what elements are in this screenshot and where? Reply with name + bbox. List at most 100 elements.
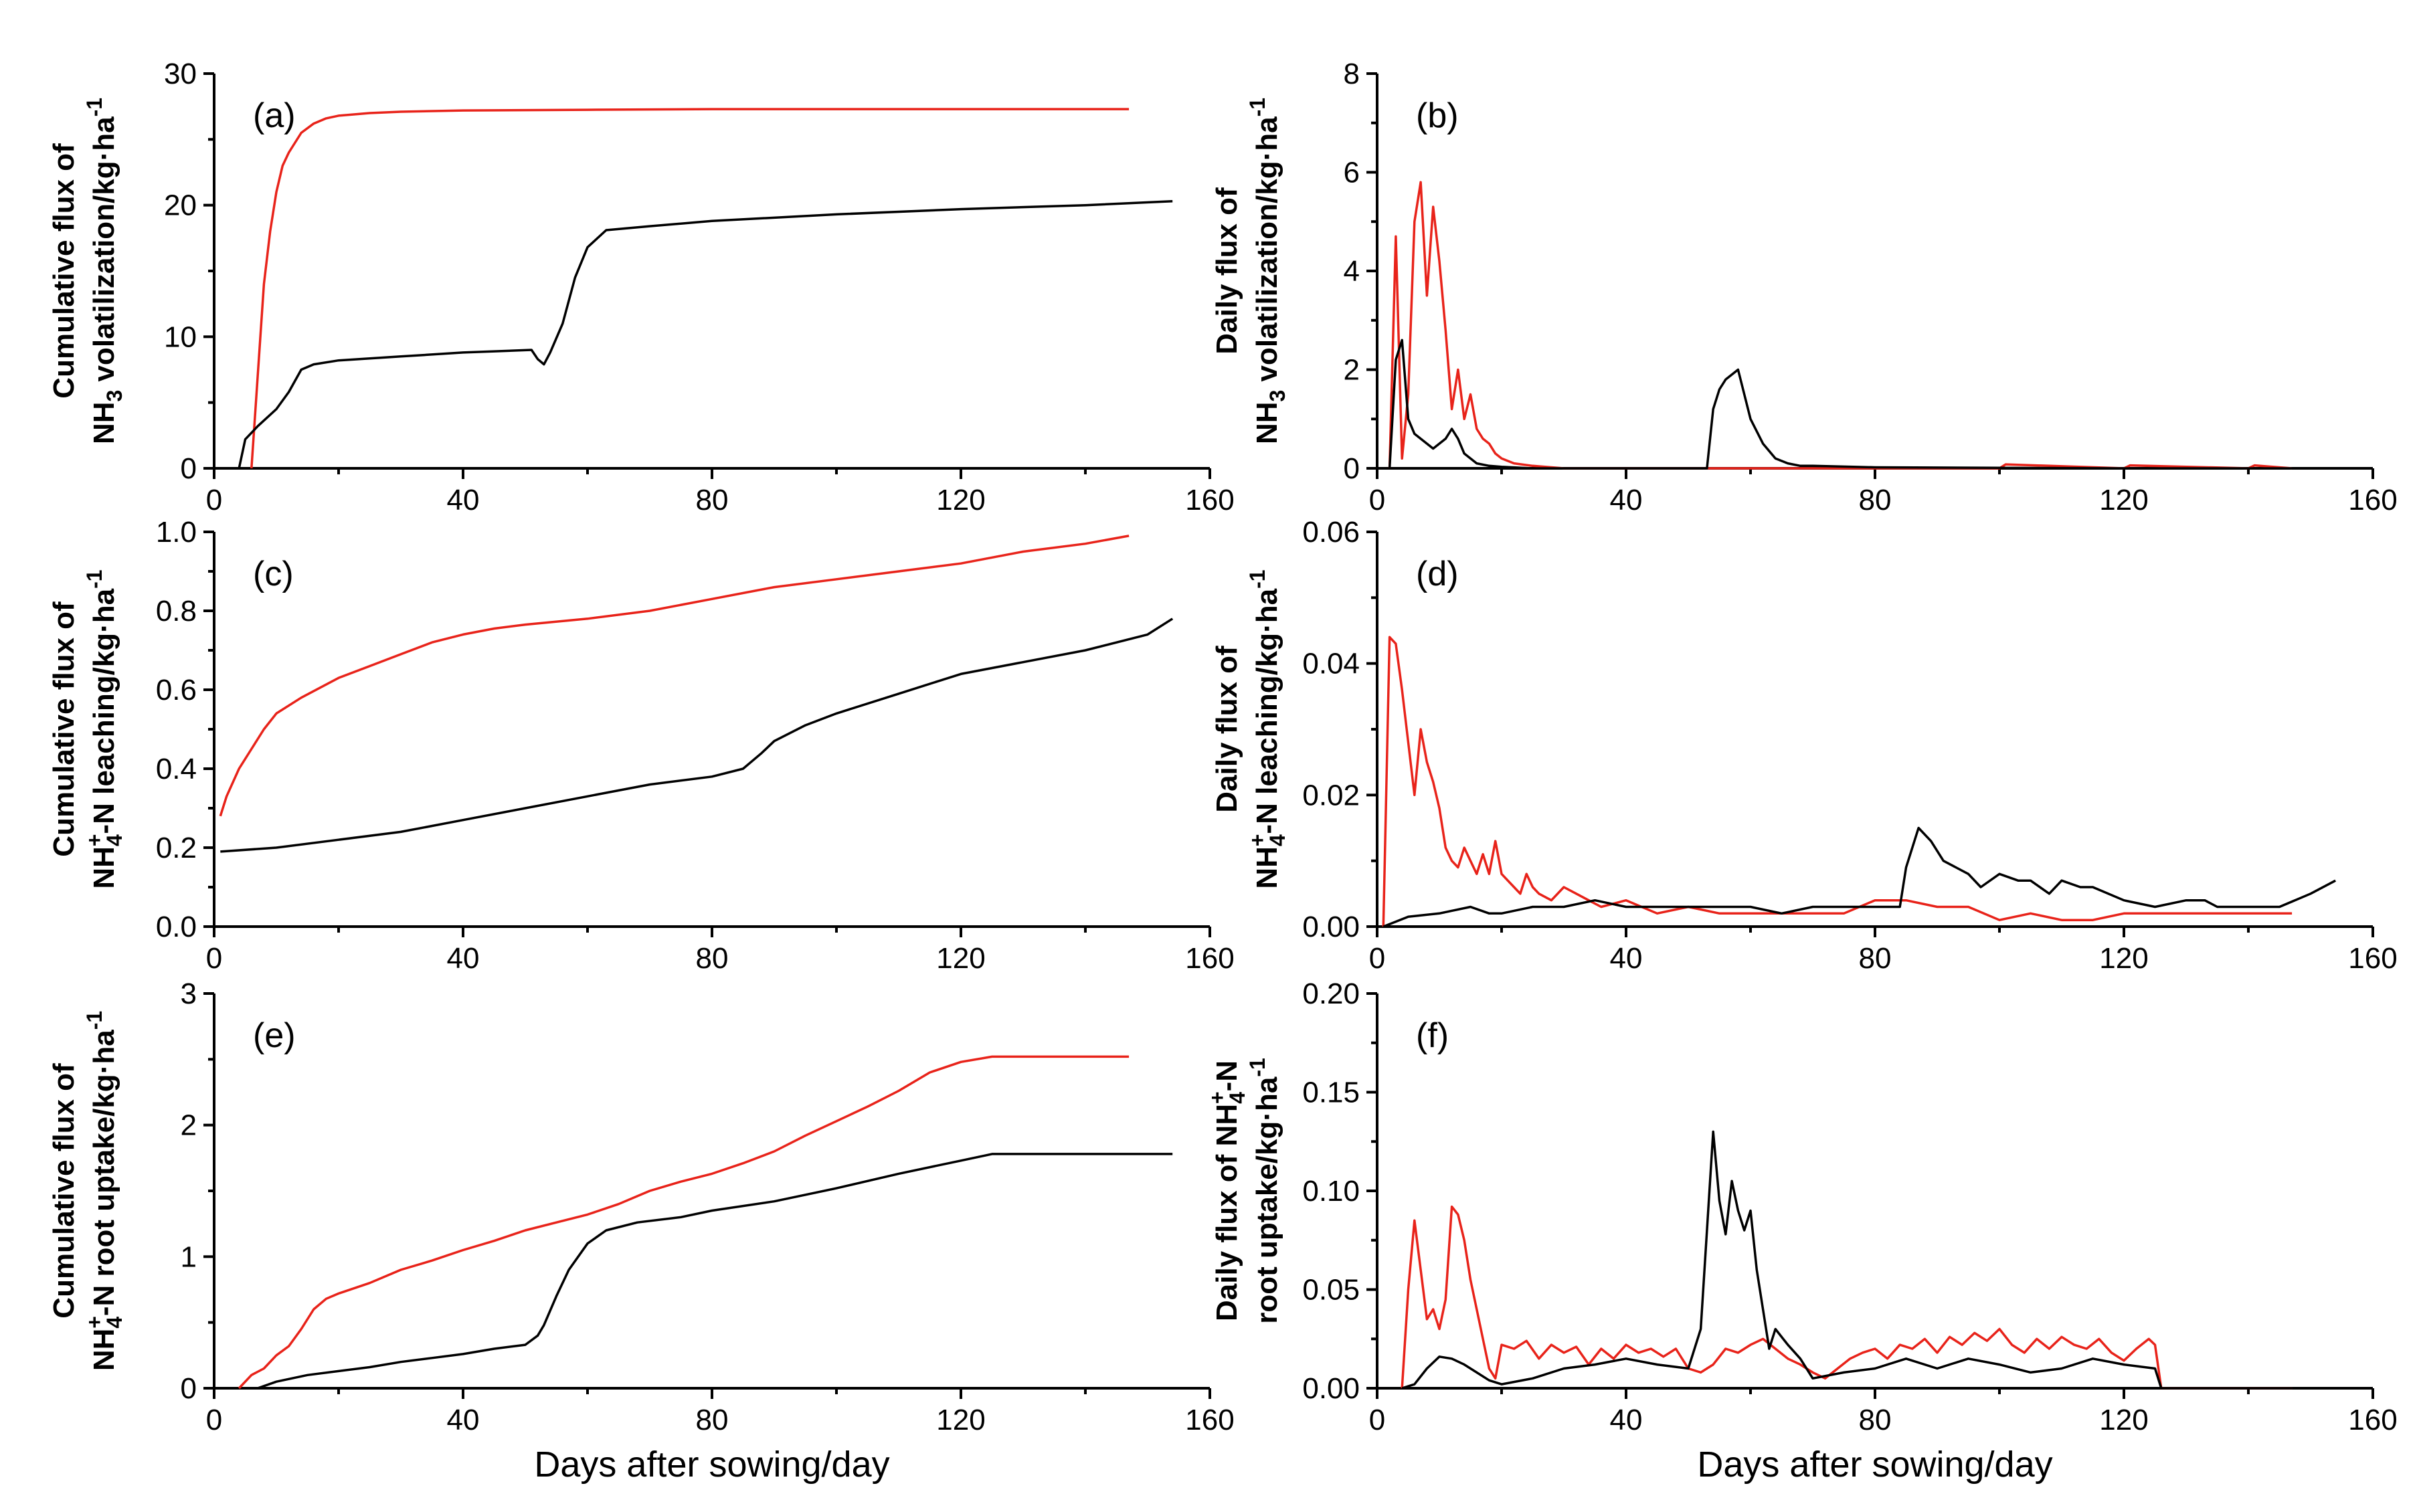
svg-text:NH4+-N root uptake/kg·ha-1: NH4+-N root uptake/kg·ha-1 xyxy=(82,1011,126,1371)
x-tick-label: 40 xyxy=(1610,942,1643,975)
svg-text:root uptake/kg·ha-1: root uptake/kg·ha-1 xyxy=(1245,1058,1283,1324)
y-axis-label-line1: Daily flux of NH4+-N xyxy=(1205,1060,1249,1321)
y-axis-label-line1: Daily flux of xyxy=(1211,646,1243,813)
y-tick-label: 0 xyxy=(1344,452,1360,485)
y-tick-label: 4 xyxy=(1344,255,1360,288)
y-tick-label: 0.20 xyxy=(1302,977,1360,1010)
x-tick-label: 80 xyxy=(1859,1404,1892,1436)
y-tick-label: 0.02 xyxy=(1302,779,1360,812)
x-tick-label: 40 xyxy=(447,1404,480,1436)
svg-text:NH4+-N leaching/kg·ha-1: NH4+-N leaching/kg·ha-1 xyxy=(82,569,126,888)
panel-f: 0.00 0.05 0.10 0.15 0.20 0 40 80 120 160 (f) Daily … xyxy=(1205,977,2398,1485)
y-tick-label: 1.0 xyxy=(156,516,197,549)
y-tick-label: 30 xyxy=(164,58,197,90)
panel-label: (b) xyxy=(1416,96,1459,135)
panel-label: (f) xyxy=(1416,1016,1449,1055)
y-tick-label: 0.15 xyxy=(1302,1076,1360,1109)
y-tick-label: 2 xyxy=(181,1109,197,1142)
panel-e: 0 1 2 3 0 40 80 120 160 (e) Cumulative flux ofNH4+… xyxy=(48,977,1235,1485)
x-tick-label: 80 xyxy=(1859,942,1892,975)
x-tick-label: 40 xyxy=(1610,484,1643,516)
x-tick-label: 0 xyxy=(206,1404,222,1436)
y-tick-label: 0.10 xyxy=(1302,1175,1360,1208)
svg-text:NH3 volatilization/kg·ha-1: NH3 volatilization/kg·ha-1 xyxy=(82,98,126,444)
x-tick-label: 0 xyxy=(1369,484,1385,516)
x-tick-label: 120 xyxy=(936,484,985,516)
y-axis-label-line1: Cumulative flux of xyxy=(48,143,80,399)
y-axis-label-line2: root uptake/kg·ha-1 xyxy=(1245,1058,1283,1324)
y-tick-label: 10 xyxy=(164,320,197,353)
series-line-red xyxy=(1401,1205,2293,1390)
series-line-red xyxy=(238,1055,1130,1390)
x-tick-label: 40 xyxy=(1610,1404,1643,1436)
x-tick-label: 40 xyxy=(447,484,480,516)
x-tick-label: 120 xyxy=(2099,942,2148,975)
y-tick-label: 20 xyxy=(164,189,197,222)
y-tick-label: 6 xyxy=(1344,157,1360,189)
panel-label: (a) xyxy=(253,96,296,135)
svg-text:Cumulative flux of: Cumulative flux of xyxy=(48,143,80,399)
y-tick-label: 0.4 xyxy=(156,753,197,785)
y-tick-label: 0.6 xyxy=(156,674,197,706)
y-axis-label-line2: NH3 volatilization/kg·ha-1 xyxy=(1245,98,1289,444)
y-tick-label: 0.05 xyxy=(1302,1274,1360,1307)
x-tick-label: 120 xyxy=(936,1404,985,1436)
y-tick-label: 8 xyxy=(1344,58,1360,90)
x-tick-label: 160 xyxy=(1185,942,1234,975)
series-line-red xyxy=(250,108,1130,469)
series-line-black xyxy=(257,1153,1173,1390)
y-tick-label: 2 xyxy=(1344,354,1360,387)
x-tick-label: 80 xyxy=(1859,484,1892,516)
x-tick-label: 160 xyxy=(1185,484,1234,516)
x-tick-label: 160 xyxy=(2348,484,2397,516)
svg-text:Cumulative flux of: Cumulative flux of xyxy=(48,1063,80,1319)
y-tick-label: 0 xyxy=(181,1372,197,1405)
svg-text:Daily flux of: Daily flux of xyxy=(1211,646,1243,813)
x-tick-label: 160 xyxy=(2348,942,2397,975)
y-axis-label-line2: NH4+-N leaching/kg·ha-1 xyxy=(1245,569,1289,888)
x-axis-label: Days after sowing/day xyxy=(1697,1444,2052,1485)
x-tick-label: 80 xyxy=(696,1404,729,1436)
x-tick-label: 80 xyxy=(696,942,729,975)
series-line-red xyxy=(1382,636,2293,927)
svg-text:Daily flux of NH4+-N: Daily flux of NH4+-N xyxy=(1205,1060,1249,1321)
series-line-red xyxy=(219,535,1130,817)
x-tick-label: 160 xyxy=(2348,1404,2397,1436)
y-tick-label: 0.00 xyxy=(1302,911,1360,943)
x-tick-label: 0 xyxy=(1369,1404,1385,1436)
y-tick-label: 0.00 xyxy=(1302,1372,1360,1405)
y-axis-label-line1: Daily flux of xyxy=(1211,187,1243,355)
series-line-black xyxy=(1382,826,2337,928)
x-tick-label: 40 xyxy=(447,942,480,975)
svg-text:Cumulative flux of: Cumulative flux of xyxy=(48,601,80,857)
x-axis-label: Days after sowing/day xyxy=(534,1444,889,1485)
y-tick-label: 0.04 xyxy=(1302,648,1360,680)
panel-label: (d) xyxy=(1416,555,1459,593)
y-tick-label: 3 xyxy=(181,977,197,1010)
y-axis-label-line2: NH4+-N root uptake/kg·ha-1 xyxy=(82,1011,126,1371)
series-line-red xyxy=(1388,181,2293,470)
x-tick-label: 160 xyxy=(1185,1404,1234,1436)
y-tick-label: 0.0 xyxy=(156,911,197,943)
y-axis-label-line2: NH4+-N leaching/kg·ha-1 xyxy=(82,569,126,888)
x-tick-label: 80 xyxy=(696,484,729,516)
svg-text:Daily flux of: Daily flux of xyxy=(1211,187,1243,355)
series-line-black xyxy=(1388,339,2336,470)
panel-label: (e) xyxy=(253,1016,296,1055)
y-tick-label: 0.8 xyxy=(156,595,197,628)
svg-text:NH4+-N leaching/kg·ha-1: NH4+-N leaching/kg·ha-1 xyxy=(1245,569,1289,888)
panel-d: 0.00 0.02 0.04 0.06 0 40 80 120 160 (d) Daily flux… xyxy=(1211,516,2398,975)
y-tick-label: 1 xyxy=(181,1240,197,1273)
series-line-black xyxy=(220,618,1174,853)
y-axis-label-line2: NH3 volatilization/kg·ha-1 xyxy=(82,98,126,444)
x-tick-label: 0 xyxy=(1369,942,1385,975)
panel-c: 0.0 0.2 0.4 0.6 0.8 1.0 0 40 80 120 160 (c) Cumulati… xyxy=(48,516,1235,975)
x-tick-label: 120 xyxy=(2099,484,2148,516)
panel-a: 0 10 20 30 0 40 80 120 160 (a) Cumulative flux ofN… xyxy=(48,58,1235,516)
svg-text:NH3 volatilization/kg·ha-1: NH3 volatilization/kg·ha-1 xyxy=(1245,98,1289,444)
y-tick-label: 0 xyxy=(181,452,197,485)
y-tick-label: 0.06 xyxy=(1302,516,1360,549)
